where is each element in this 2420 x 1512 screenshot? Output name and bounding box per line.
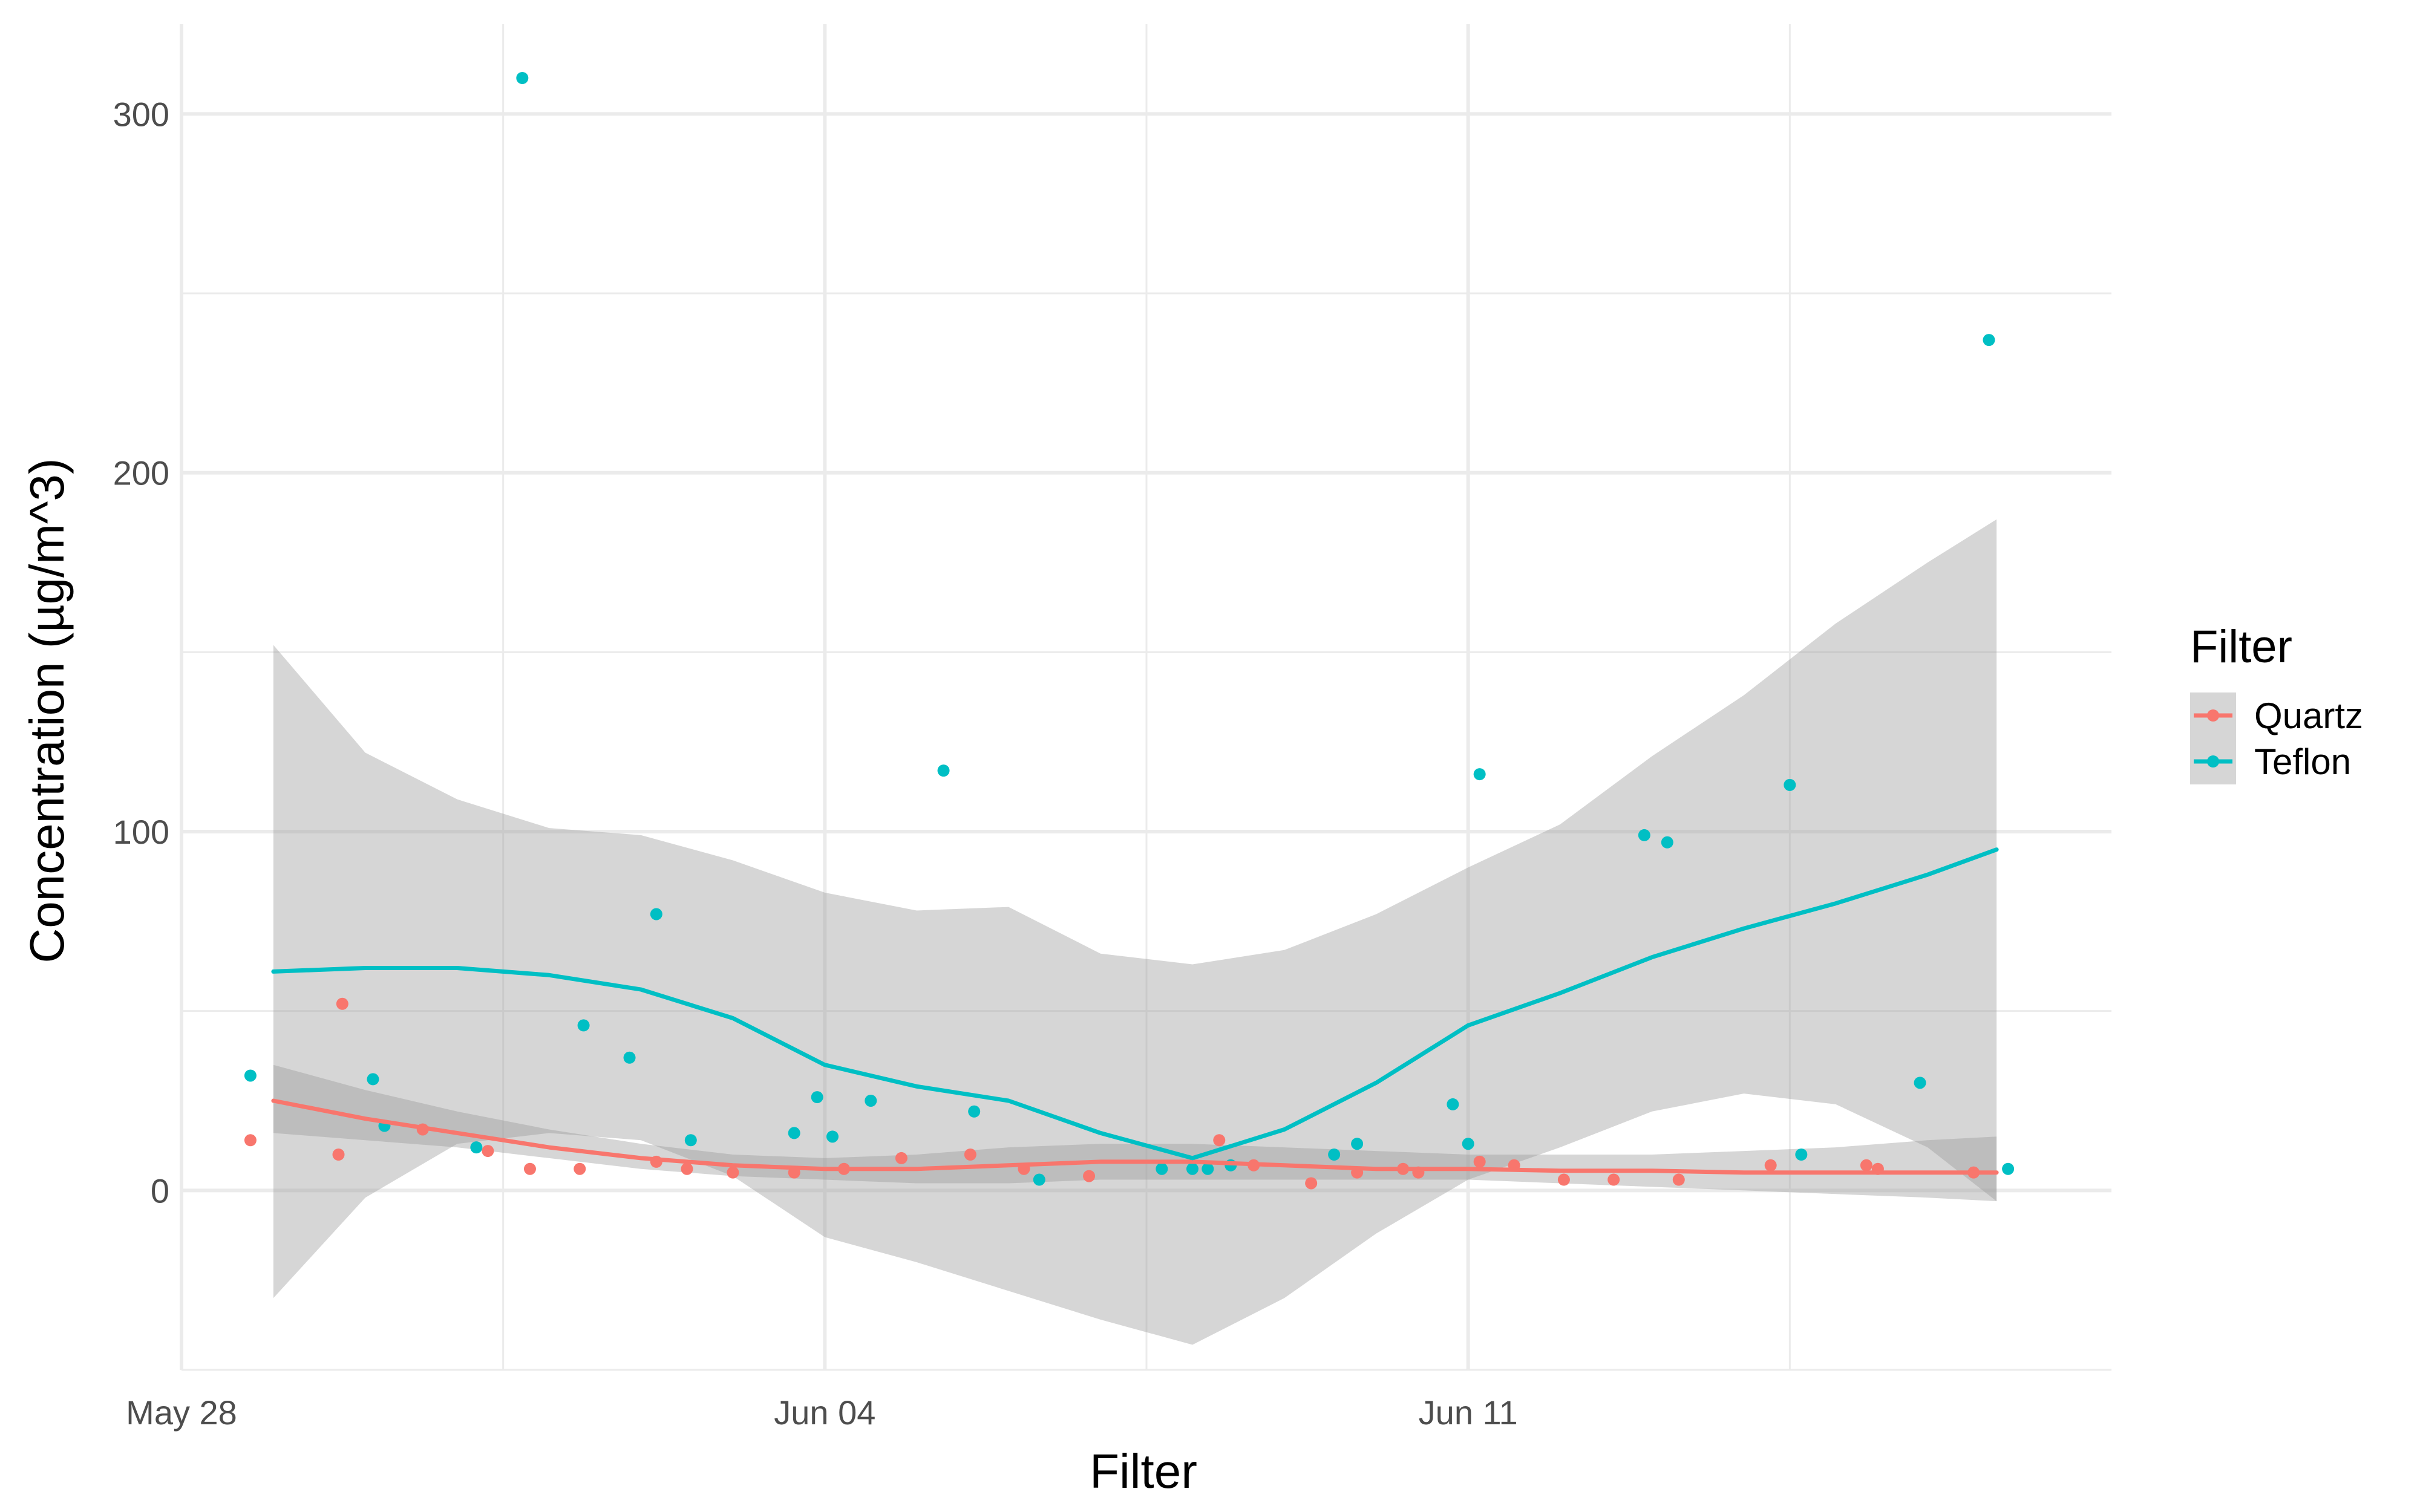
point-teflon: [577, 1019, 590, 1032]
x-tick-labels: May 28 Jun 04 Jun 11: [126, 1393, 1517, 1432]
x-tick-label: Jun 11: [1419, 1393, 1518, 1432]
point-quartz: [482, 1145, 494, 1158]
legend-label-quartz: Quartz: [2254, 696, 2363, 736]
grid-minor: [182, 24, 2111, 1371]
point-quartz: [1305, 1177, 1318, 1190]
x-axis-title: Filter: [1090, 1444, 1197, 1498]
point-teflon: [937, 764, 950, 777]
smooth-lines: [271, 847, 1999, 1175]
point-teflon: [516, 72, 529, 84]
point-teflon: [1795, 1149, 1808, 1161]
smooth-line-quartz: [271, 1098, 1999, 1175]
y-axis-title: Concentration (µg/m^3): [20, 458, 74, 963]
point-teflon: [623, 1051, 636, 1064]
point-quartz: [244, 1134, 257, 1147]
data-points: [244, 72, 2015, 1190]
y-tick-label: 100: [113, 813, 169, 851]
point-teflon: [826, 1130, 839, 1143]
point-quartz: [1764, 1159, 1777, 1171]
point-teflon: [367, 1073, 379, 1086]
point-quartz: [1672, 1173, 1685, 1186]
point-quartz: [1557, 1173, 1570, 1186]
point-teflon: [865, 1095, 877, 1107]
point-quartz: [964, 1149, 976, 1161]
y-tick-label: 200: [113, 454, 169, 492]
point-teflon: [1033, 1173, 1045, 1186]
point-teflon: [1186, 1162, 1199, 1175]
x-tick-label: May 28: [126, 1393, 237, 1432]
point-quartz: [332, 1149, 345, 1161]
point-teflon: [968, 1105, 981, 1118]
legend-key-point-teflon: [2207, 755, 2219, 767]
confidence-ribbons: [273, 519, 1997, 1345]
point-teflon: [811, 1091, 823, 1104]
y-tick-label: 300: [113, 95, 169, 133]
point-teflon: [470, 1141, 483, 1154]
point-quartz: [1213, 1134, 1226, 1147]
point-quartz: [336, 997, 348, 1010]
x-tick-label: Jun 04: [774, 1393, 875, 1432]
point-teflon: [1447, 1098, 1459, 1110]
point-teflon: [1638, 829, 1650, 841]
point-quartz: [523, 1162, 536, 1175]
point-quartz: [727, 1166, 739, 1179]
confidence-ribbon-quartz: [273, 1064, 1997, 1202]
point-teflon: [1914, 1077, 1926, 1089]
point-quartz: [895, 1152, 908, 1164]
legend: Filter Quartz Teflon: [2190, 621, 2363, 784]
point-quartz: [681, 1162, 693, 1175]
point-teflon: [2002, 1162, 2015, 1175]
point-quartz: [1860, 1159, 1872, 1171]
point-teflon: [1351, 1138, 1364, 1150]
point-teflon: [1983, 334, 1995, 347]
point-quartz: [1607, 1173, 1620, 1186]
point-teflon: [1462, 1138, 1474, 1150]
point-teflon: [684, 1134, 697, 1147]
point-teflon: [244, 1069, 257, 1082]
point-teflon: [788, 1127, 800, 1139]
point-quartz: [574, 1162, 586, 1175]
smooth-line-teflon: [271, 847, 1999, 1161]
point-quartz: [1083, 1170, 1096, 1182]
point-teflon: [650, 908, 662, 921]
point-quartz: [1473, 1155, 1486, 1168]
point-teflon: [1328, 1149, 1341, 1161]
point-teflon: [1661, 836, 1673, 849]
point-teflon: [1156, 1162, 1168, 1175]
y-tick-label: 0: [151, 1171, 169, 1210]
point-teflon: [1784, 778, 1796, 791]
legend-label-teflon: Teflon: [2254, 741, 2351, 782]
legend-key-point-quartz: [2207, 709, 2219, 722]
point-teflon: [1202, 1162, 1214, 1175]
y-tick-labels: 0 100 200 300: [113, 95, 169, 1210]
confidence-ribbon-teflon: [273, 519, 1997, 1345]
legend-title: Filter: [2190, 621, 2292, 673]
point-teflon: [1473, 768, 1486, 781]
